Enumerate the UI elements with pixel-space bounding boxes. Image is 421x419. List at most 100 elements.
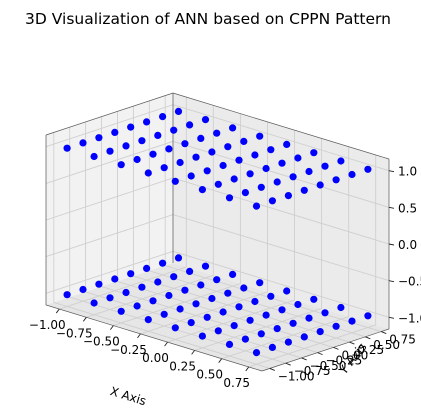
data-point-top-2-2 xyxy=(149,150,157,158)
data-point-bottom-2-2 xyxy=(149,297,157,305)
data-point-top-0-0 xyxy=(63,144,71,152)
data-point-bottom-0-0 xyxy=(63,291,71,299)
data-point-bottom-7-5 xyxy=(332,322,340,330)
y-tick-6 xyxy=(365,336,371,340)
data-point-top-0-5 xyxy=(143,118,151,126)
data-point-bottom-3-5 xyxy=(224,289,232,297)
data-point-top-6-5 xyxy=(305,167,313,176)
data-point-top-5-3 xyxy=(246,170,254,178)
data-point-top-1-1 xyxy=(106,147,114,155)
tick-labels: −1.00−0.75−0.50−0.250.000.250.500.75 −1.0… xyxy=(29,165,421,390)
x-grid-line-3 xyxy=(140,121,268,335)
data-point-top-0-3 xyxy=(111,128,119,136)
data-point-bottom-6-1 xyxy=(241,335,249,343)
chart-title: 3D Visualization of ANN based on CPPN Pa… xyxy=(25,10,391,28)
x-tick-label-6: 0.50 xyxy=(196,368,223,382)
x-tick-3 xyxy=(137,333,141,339)
data-point-bottom-5-1 xyxy=(214,327,222,335)
y-tick-5 xyxy=(349,341,355,345)
data-point-bottom-4-0 xyxy=(171,324,179,332)
y-tick-label-3: −0.25 xyxy=(326,354,363,368)
data-point-bottom-4-6 xyxy=(267,292,275,300)
data-point-bottom-7-6 xyxy=(348,317,356,325)
data-point-bottom-3-2 xyxy=(176,305,184,313)
y-tick-2 xyxy=(301,357,307,361)
data-point-top-7-2 xyxy=(284,192,292,200)
y-grid-line-1 xyxy=(69,127,286,364)
data-point-top-3-2 xyxy=(176,158,184,167)
data-point-top-2-0 xyxy=(117,161,125,169)
data-point-bottom-6-3 xyxy=(273,325,281,333)
data-point-top-6-6 xyxy=(321,162,329,170)
data-point-top-4-4 xyxy=(235,156,243,164)
data-point-bottom-1-5 xyxy=(170,273,178,281)
data-point-top-7-5 xyxy=(332,176,340,184)
data-point-bottom-3-4 xyxy=(208,294,216,303)
x-tick-label-1: −0.75 xyxy=(56,326,93,340)
data-point-bottom-1-7 xyxy=(201,262,210,270)
data-point-bottom-3-1 xyxy=(160,310,168,318)
x-tick-7 xyxy=(245,366,250,372)
x-grid-line-2 xyxy=(113,113,241,327)
y-tick-label-7: 0.75 xyxy=(389,333,416,347)
y-tick-label-2: −0.50 xyxy=(310,359,347,373)
y-tick-label-5: 0.25 xyxy=(357,343,384,357)
data-point-bottom-7-1 xyxy=(268,343,276,351)
data-point-top-6-2 xyxy=(257,183,265,191)
data-point-top-2-4 xyxy=(181,140,189,148)
data-point-top-7-7 xyxy=(364,165,372,173)
data-point-top-1-2 xyxy=(122,142,130,150)
data-point-top-5-7 xyxy=(310,149,318,157)
z-tick-label-2: 0.0 xyxy=(398,238,417,252)
x-tick-label-4: 0.00 xyxy=(142,351,169,365)
data-point-top-2-7 xyxy=(229,124,237,132)
data-point-top-2-1 xyxy=(133,155,141,164)
data-point-top-0-2 xyxy=(95,134,103,142)
z-tick-label-4: 1.0 xyxy=(398,165,417,179)
x-tick-4 xyxy=(164,341,168,347)
data-point-bottom-3-6 xyxy=(240,284,248,292)
x-grid-line-7 xyxy=(248,154,377,368)
data-point-bottom-2-0 xyxy=(117,307,125,315)
data-point-top-3-0 xyxy=(144,169,152,177)
y-tick-label-0: −1.00 xyxy=(278,369,315,383)
data-point-bottom-7-7 xyxy=(364,312,372,320)
data-point-top-4-6 xyxy=(267,146,275,154)
data-point-bottom-6-6 xyxy=(321,309,329,317)
data-point-bottom-2-6 xyxy=(213,276,221,284)
data-point-bottom-1-0 xyxy=(90,299,98,307)
data-point-top-4-5 xyxy=(251,151,259,159)
data-point-bottom-5-0 xyxy=(198,332,206,340)
data-point-top-4-2 xyxy=(203,167,211,175)
y-grid-line-4 xyxy=(117,111,334,348)
data-point-bottom-6-2 xyxy=(257,330,265,338)
y-tick-4 xyxy=(333,346,339,350)
x-axis-label: X Axis xyxy=(108,384,147,408)
grid-lines xyxy=(45,92,390,372)
data-point-bottom-1-6 xyxy=(186,267,194,275)
data-point-top-1-0 xyxy=(90,152,98,161)
data-point-top-3-6 xyxy=(240,137,248,145)
data-point-bottom-0-3 xyxy=(111,275,119,283)
data-point-top-4-1 xyxy=(187,172,195,180)
data-point-bottom-4-3 xyxy=(219,308,227,316)
data-point-top-5-1 xyxy=(214,180,222,188)
data-point-top-7-3 xyxy=(300,186,308,194)
data-point-bottom-5-2 xyxy=(230,322,238,330)
x-tick-5 xyxy=(191,350,195,355)
z-tick-label-0: −1.0 xyxy=(398,311,421,325)
y-grid-line-5 xyxy=(132,106,350,343)
x-grid-line-1 xyxy=(86,105,214,318)
x-tick-0 xyxy=(55,308,60,314)
data-point-top-4-3 xyxy=(219,161,227,170)
x-tick-label-7: 0.75 xyxy=(223,376,250,390)
data-point-top-6-1 xyxy=(241,189,249,197)
data-point-top-7-4 xyxy=(316,181,324,189)
data-point-bottom-1-4 xyxy=(154,278,162,286)
y-tick-3 xyxy=(317,352,323,356)
data-point-bottom-2-3 xyxy=(165,291,173,300)
data-point-bottom-5-5 xyxy=(278,306,286,314)
y-tick-0 xyxy=(269,368,275,371)
data-point-top-5-6 xyxy=(294,154,302,162)
floor-pane xyxy=(46,263,389,371)
